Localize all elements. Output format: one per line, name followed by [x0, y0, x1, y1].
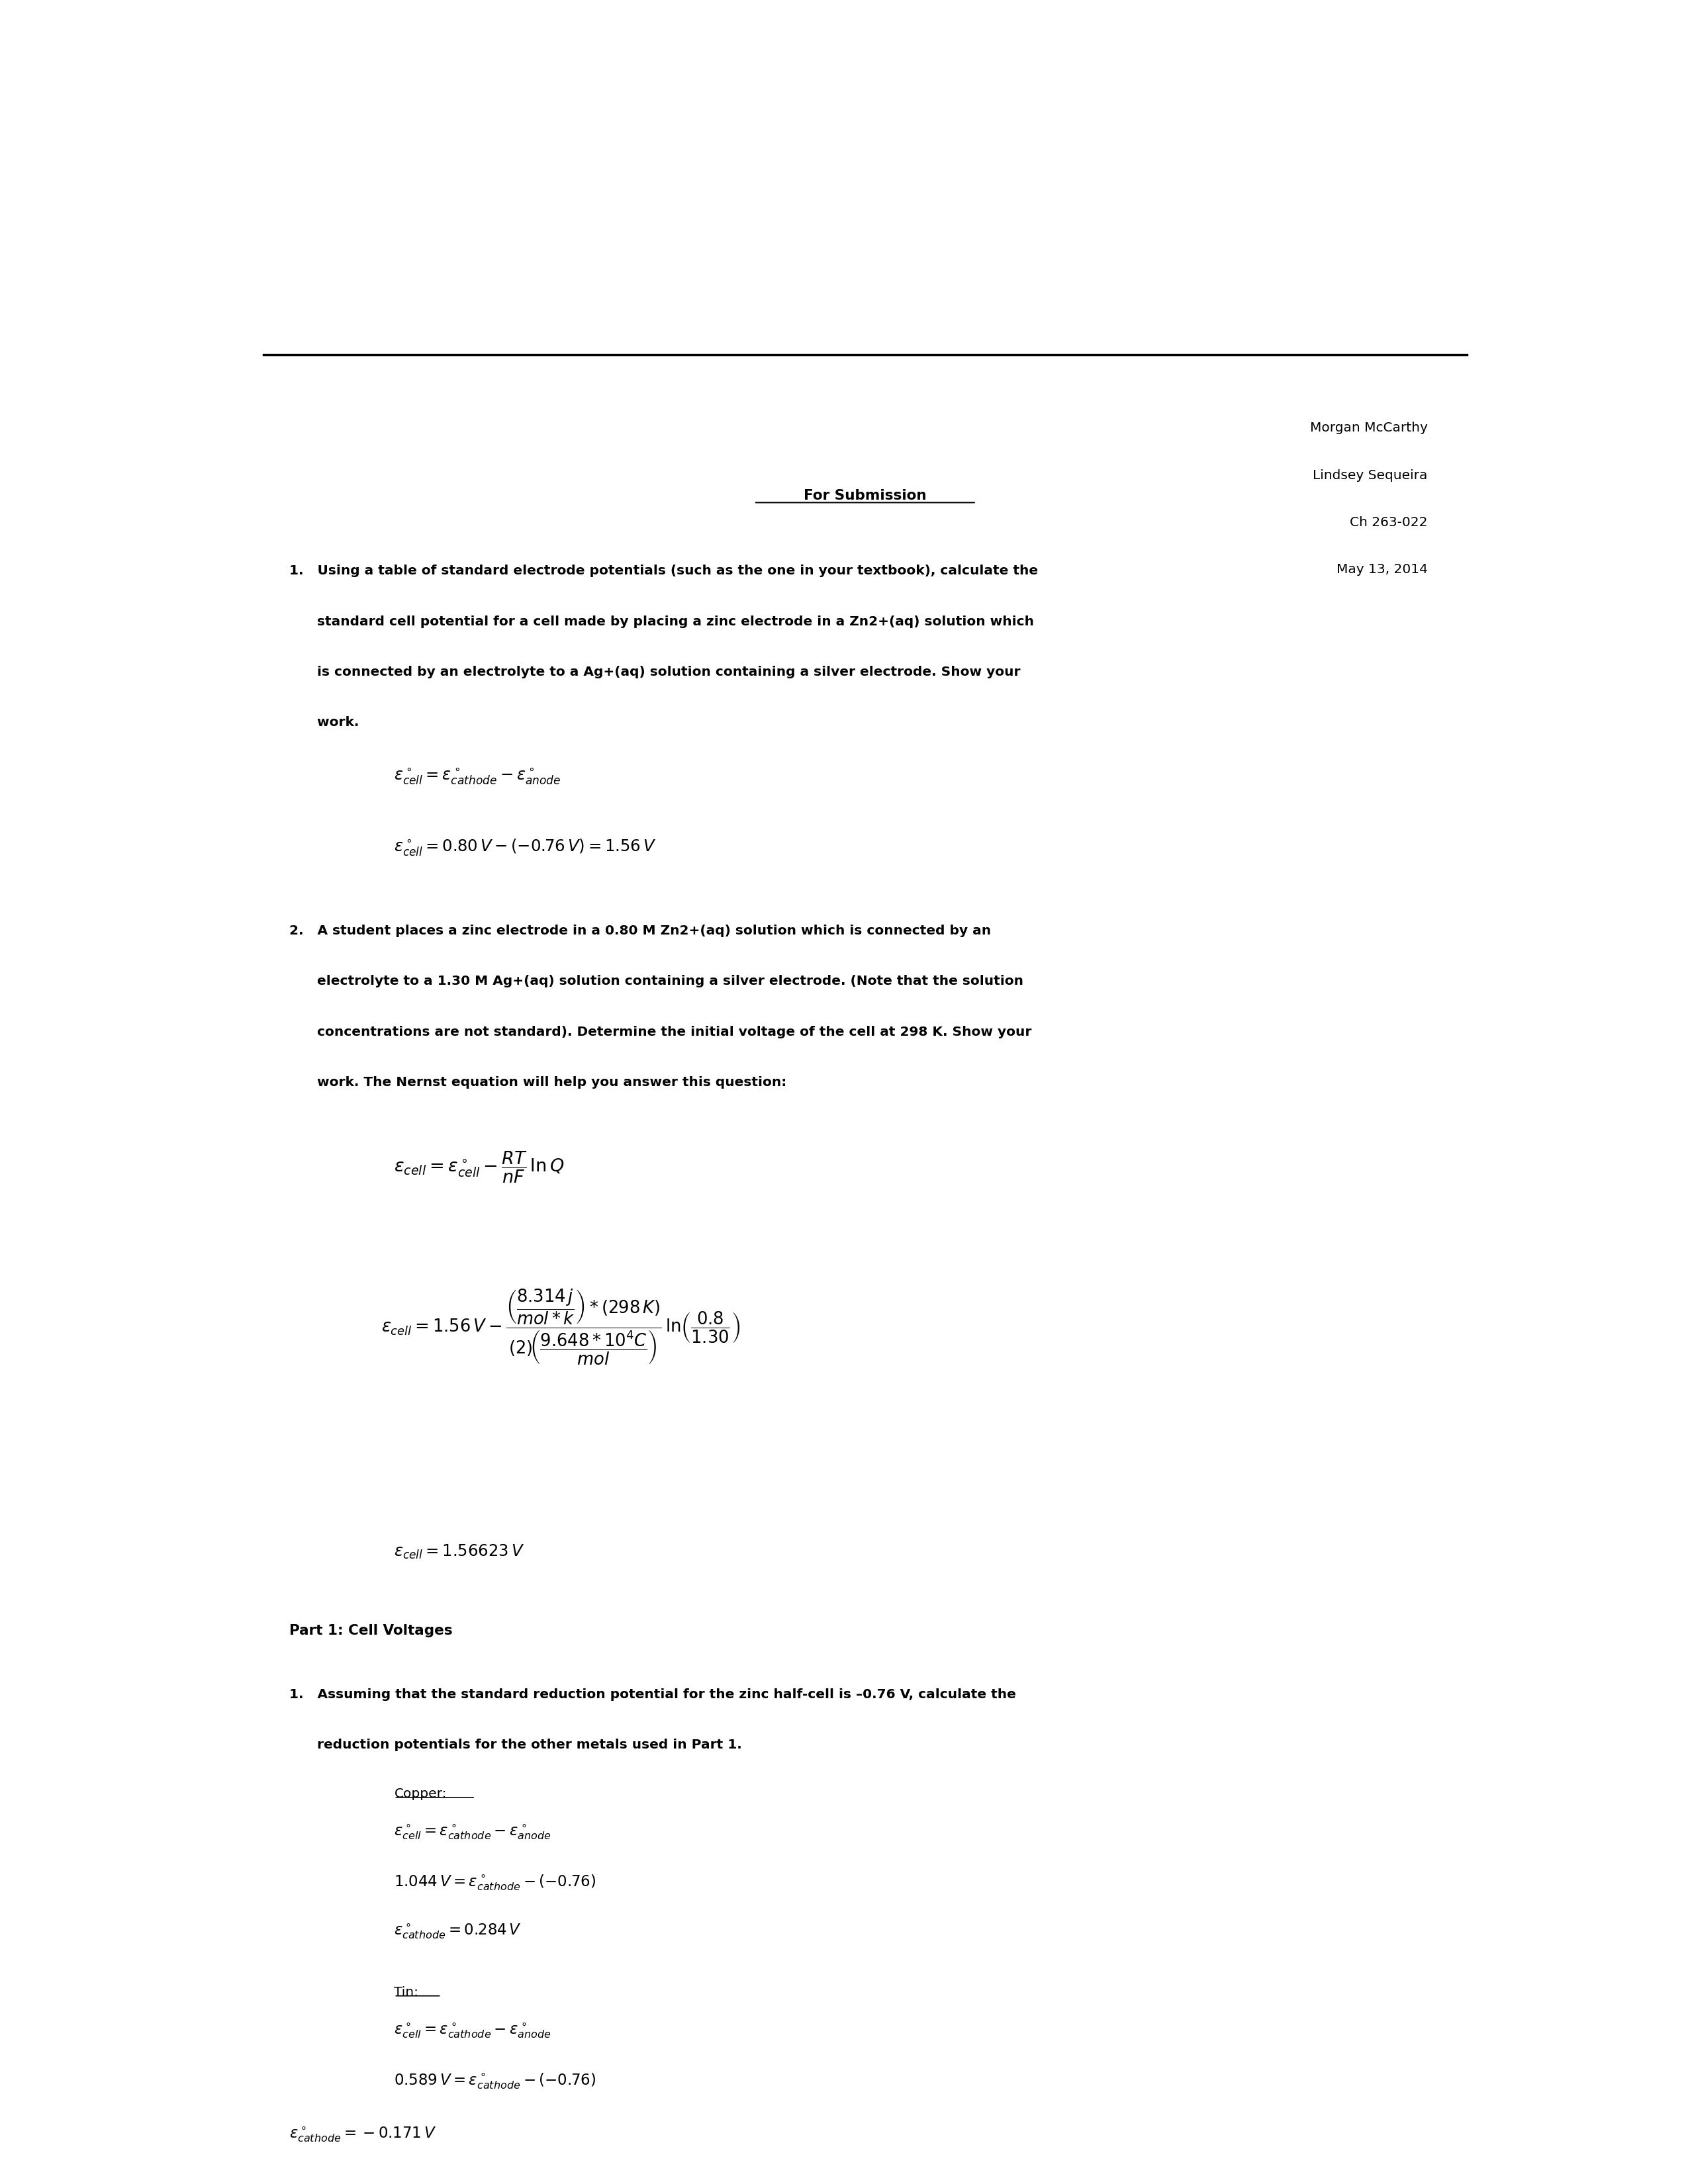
Text: Tin:: Tin:: [393, 1985, 419, 1998]
Text: $0.589\,V=\varepsilon^\circ_{cathode}-(-0.76)$: $0.589\,V=\varepsilon^\circ_{cathode}-(-…: [393, 2073, 596, 2090]
Text: $\varepsilon_{cell}=1.56623\,V$: $\varepsilon_{cell}=1.56623\,V$: [393, 1544, 525, 1562]
Text: $1.044\,V=\varepsilon^\circ_{cathode}-(-0.76)$: $1.044\,V=\varepsilon^\circ_{cathode}-(-…: [393, 1874, 596, 1891]
Text: Copper:: Copper:: [393, 1787, 447, 1800]
Text: Lindsey Sequeira: Lindsey Sequeira: [1313, 470, 1428, 480]
Text: $\varepsilon^\circ_{cathode}=0.284\,V$: $\varepsilon^\circ_{cathode}=0.284\,V$: [393, 1922, 522, 1939]
Text: reduction potentials for the other metals used in Part 1.: reduction potentials for the other metal…: [290, 1738, 743, 1752]
Text: $\varepsilon^\circ_{cathode}=-0.171\,V$: $\varepsilon^\circ_{cathode}=-0.171\,V$: [290, 2125, 437, 2145]
Text: May 13, 2014: May 13, 2014: [1337, 563, 1428, 577]
Text: Morgan McCarthy: Morgan McCarthy: [1310, 422, 1428, 435]
Text: 1.   Assuming that the standard reduction potential for the zinc half-cell is –0: 1. Assuming that the standard reduction …: [290, 1688, 1016, 1701]
Text: Ch 263-022: Ch 263-022: [1350, 515, 1428, 529]
Text: $\varepsilon^\circ_{cell}=0.80\,V-(-0.76\,V)=1.56\,V$: $\varepsilon^\circ_{cell}=0.80\,V-(-0.76…: [393, 836, 657, 856]
Text: is connected by an electrolyte to a Ag+(aq) solution containing a silver electro: is connected by an electrolyte to a Ag+(…: [290, 666, 1021, 679]
Text: work. The Nernst equation will help you answer this question:: work. The Nernst equation will help you …: [290, 1077, 787, 1088]
Text: concentrations are not standard). Determine the initial voltage of the cell at 2: concentrations are not standard). Determ…: [290, 1026, 1031, 1037]
Text: work.: work.: [290, 716, 360, 729]
Text: $\varepsilon^\circ_{cell}=\varepsilon^\circ_{cathode}-\varepsilon^\circ_{anode}$: $\varepsilon^\circ_{cell}=\varepsilon^\c…: [393, 767, 560, 786]
Text: 2.   A student places a zinc electrode in a 0.80 M Zn2+(aq) solution which is co: 2. A student places a zinc electrode in …: [290, 924, 991, 937]
Text: $\varepsilon^\circ_{cell}=\varepsilon^\circ_{cathode}-\varepsilon^\circ_{anode}$: $\varepsilon^\circ_{cell}=\varepsilon^\c…: [393, 2020, 552, 2040]
Text: For Submission: For Submission: [803, 489, 927, 502]
Text: $\varepsilon_{cell}=\varepsilon^\circ_{cell}-\dfrac{RT}{nF}\,\ln Q$: $\varepsilon_{cell}=\varepsilon^\circ_{c…: [393, 1151, 564, 1184]
Text: 1.   Using a table of standard electrode potentials (such as the one in your tex: 1. Using a table of standard electrode p…: [290, 566, 1038, 577]
Text: $\varepsilon_{cell}=1.56\,V-\dfrac{\left(\dfrac{8.314\,j}{mol*k}\right)*(298\,K): $\varepsilon_{cell}=1.56\,V-\dfrac{\left…: [381, 1289, 739, 1367]
Text: $\varepsilon^\circ_{cell}=\varepsilon^\circ_{cathode}-\varepsilon^\circ_{anode}$: $\varepsilon^\circ_{cell}=\varepsilon^\c…: [393, 1824, 552, 1841]
Text: electrolyte to a 1.30 M Ag+(aq) solution containing a silver electrode. (Note th: electrolyte to a 1.30 M Ag+(aq) solution…: [290, 974, 1023, 987]
Text: Part 1: Cell Voltages: Part 1: Cell Voltages: [290, 1625, 452, 1638]
Text: standard cell potential for a cell made by placing a zinc electrode in a Zn2+(aq: standard cell potential for a cell made …: [290, 616, 1035, 627]
